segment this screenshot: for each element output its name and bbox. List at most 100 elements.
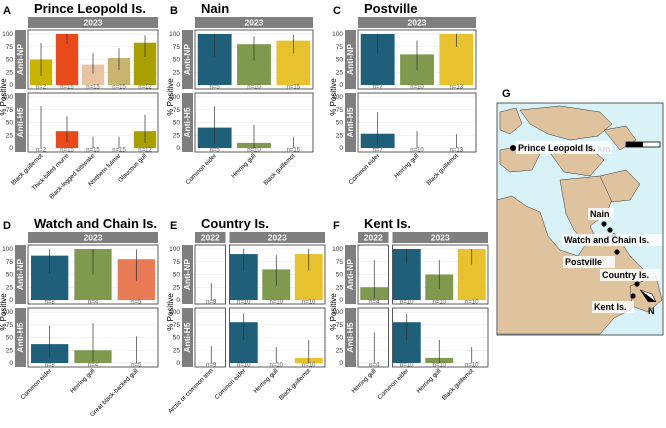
y-tick-label: 0	[339, 360, 343, 367]
y-tick-label: 25	[6, 284, 14, 291]
y-tick-label: 75	[6, 259, 14, 266]
series-strip-label: Anti-H5	[345, 322, 355, 352]
y-tick-label: 0	[176, 145, 180, 152]
n-label: n=13	[450, 85, 464, 91]
year-strip	[358, 232, 389, 243]
series-strip	[345, 93, 356, 152]
series-strip-label: Anti-H5	[182, 107, 192, 137]
series-strip-label: Anti-H5	[182, 322, 192, 352]
year-strip	[195, 17, 313, 28]
year-strip-label: 2023	[431, 233, 450, 243]
series-strip-label: Anti-NP	[15, 44, 25, 75]
y-tick-label: 0	[9, 360, 13, 367]
y-tick-label: 100	[332, 246, 343, 253]
n-label: n=8	[45, 363, 56, 369]
y-tick-label: 25	[6, 69, 14, 76]
y-tick-label: 25	[336, 132, 344, 139]
n-label: n=15	[112, 85, 126, 91]
y-tick-label: 50	[6, 57, 14, 64]
y-tick-label: 25	[336, 69, 344, 76]
y-tick-label: 25	[6, 132, 14, 139]
x-category-label: Arctic or common tern	[167, 367, 215, 415]
year-strip-label: 2022	[364, 233, 383, 243]
y-tick-label: 25	[173, 69, 181, 76]
n-label: n=15	[287, 85, 301, 91]
chart-title: Country Is.	[201, 216, 269, 231]
n-label: n=4	[369, 363, 380, 369]
x-category-label: Great black-backed gull	[89, 367, 140, 418]
y-tick-label: 100	[169, 309, 180, 316]
y-tick-label: 50	[173, 57, 181, 64]
series-strip-label: Anti-NP	[182, 44, 192, 75]
n-label: n=10	[269, 300, 283, 306]
n-label: n=5	[210, 148, 221, 154]
y-tick-label: 25	[173, 132, 181, 139]
n-label: n=15	[60, 85, 74, 91]
x-category-label: Common eider	[377, 367, 411, 401]
y-tick-label: 25	[173, 347, 181, 354]
x-category-label: Herring gull	[415, 367, 442, 394]
y-tick-label: 25	[336, 347, 344, 354]
y-tick-label: 50	[173, 335, 181, 342]
y-tick-label: 75	[336, 44, 344, 51]
y-tick-label: 0	[9, 82, 13, 89]
n-label: n=12	[138, 85, 152, 91]
series-strip-label: Anti-NP	[345, 259, 355, 290]
x-category-label: Black guillemot	[262, 152, 297, 187]
year-strip	[28, 232, 158, 243]
series-strip	[15, 93, 26, 152]
x-category-label: Herring gull	[69, 367, 96, 394]
y-tick-label: 75	[336, 259, 344, 266]
n-label: n=10	[302, 300, 316, 306]
n-label: n=10	[400, 300, 414, 306]
n-label: n=8	[45, 300, 56, 306]
y-tick-label: 0	[176, 82, 180, 89]
year-strip-label: 2023	[268, 233, 287, 243]
series-strip-label: Anti-NP	[345, 44, 355, 75]
y-tick-label: 50	[6, 335, 14, 342]
y-tick-label: 100	[2, 309, 13, 316]
n-label: n=10	[432, 363, 446, 369]
n-label: n=15	[60, 148, 74, 154]
x-category-label: Herring gull	[350, 367, 377, 394]
n-label: n=5	[210, 85, 221, 91]
n-label: n=10	[302, 363, 316, 369]
n-label: n=10	[247, 148, 261, 154]
n-label: n=10	[247, 85, 261, 91]
series-strip	[345, 308, 356, 367]
n-label: n=2	[36, 85, 47, 91]
n-label: n=10	[432, 300, 446, 306]
series-strip	[15, 245, 26, 304]
y-tick-label: 0	[9, 297, 13, 304]
y-tick-label: 75	[6, 44, 14, 51]
y-tick-label: 0	[176, 297, 180, 304]
n-label: n=10	[269, 363, 283, 369]
y-tick-label: 0	[9, 145, 13, 152]
bar	[107, 57, 131, 85]
n-label: n=12	[138, 148, 152, 154]
y-tick-label: 100	[2, 94, 13, 101]
y-tick-label: 25	[336, 284, 344, 291]
series-strip-label: Anti-H5	[15, 322, 25, 352]
n-label: n=7	[373, 148, 384, 154]
series-strip	[15, 308, 26, 367]
bar	[133, 42, 157, 85]
series-strip-label: Anti-NP	[182, 259, 192, 290]
y-tick-label: 75	[173, 259, 181, 266]
y-tick-label: 75	[6, 322, 14, 329]
year-strip-label: 2023	[245, 18, 264, 28]
series-strip	[182, 93, 193, 152]
series-strip-label: Anti-H5	[345, 107, 355, 137]
x-category-label: Herring gull	[393, 152, 420, 179]
series-strip	[182, 30, 193, 89]
x-category-label: Herring gull	[230, 152, 257, 179]
y-tick-label: 75	[6, 107, 14, 114]
x-category-label: Common eider	[184, 152, 218, 186]
y-tick-label: 75	[336, 107, 344, 114]
n-label: n=10	[237, 300, 251, 306]
x-category-label: Black guillemot	[278, 367, 313, 402]
year-strip	[28, 17, 158, 28]
n-label: n=5	[131, 300, 142, 306]
chart-title: Kent Is.	[364, 216, 411, 231]
